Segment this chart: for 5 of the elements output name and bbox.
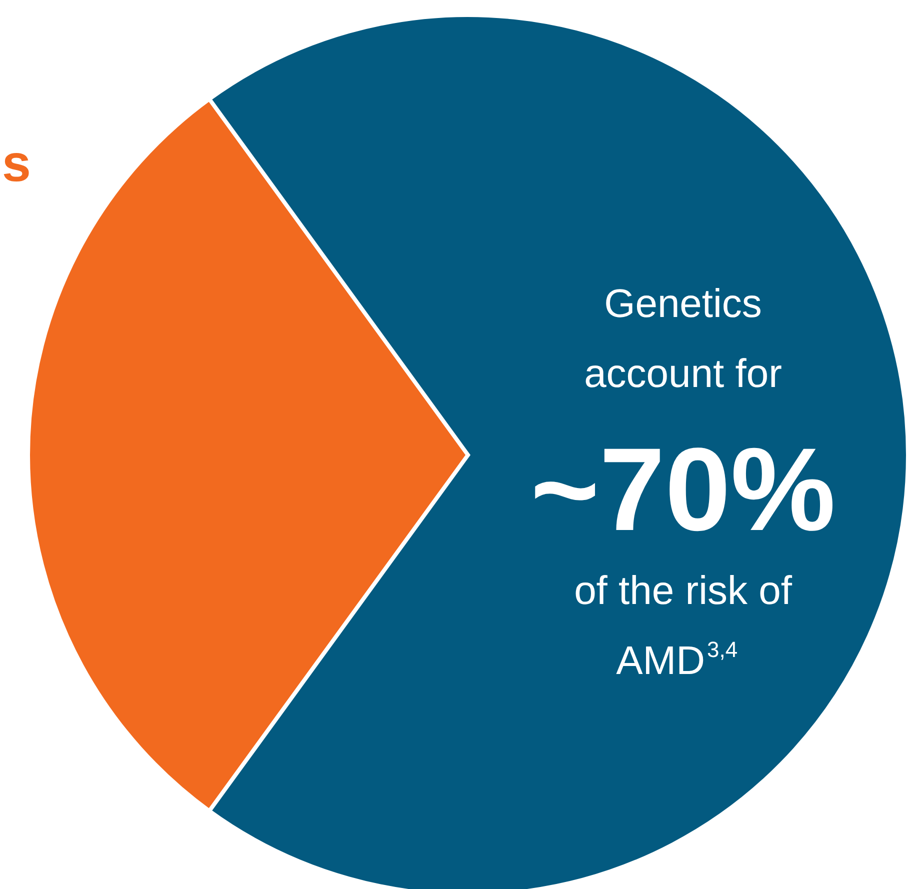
- data-label: ~70%: [530, 424, 836, 556]
- text: account for: [584, 352, 782, 396]
- text: Genetics: [604, 282, 762, 326]
- text: of the risk of: [574, 569, 793, 613]
- text: s: [2, 135, 31, 193]
